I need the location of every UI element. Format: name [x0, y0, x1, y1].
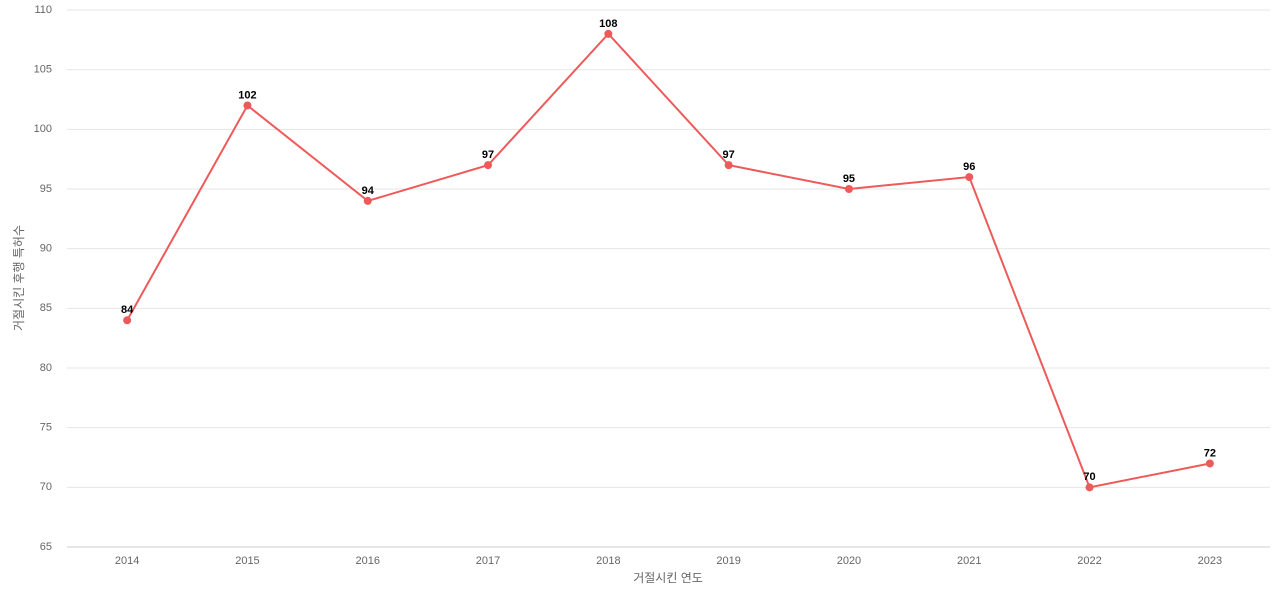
value-label: 96 — [963, 161, 975, 173]
y-tick-label: 110 — [34, 4, 52, 16]
point — [484, 161, 493, 170]
x-tick-label: 2018 — [596, 555, 620, 567]
x-tick-label: 2015 — [235, 555, 259, 567]
x-tick-label: 2023 — [1198, 555, 1222, 567]
y-tick-label: 95 — [40, 183, 52, 195]
point — [123, 316, 132, 325]
point — [965, 173, 974, 182]
value-label: 95 — [843, 173, 855, 185]
x-tick-label: 2016 — [356, 555, 380, 567]
y-tick-label: 75 — [40, 422, 52, 434]
point — [1205, 459, 1214, 468]
y-tick-label: 70 — [40, 481, 52, 493]
x-tick-label: 2022 — [1077, 555, 1101, 567]
value-label: 70 — [1083, 471, 1095, 483]
point — [844, 185, 853, 193]
line — [126, 32, 1211, 489]
point — [1085, 483, 1094, 492]
y-tick-label: 80 — [40, 362, 52, 374]
y-axis-label: 거절시킨 후행 특허수 — [11, 225, 26, 331]
point — [604, 29, 613, 38]
x-tick-label: 2020 — [837, 555, 861, 567]
value-label: 72 — [1204, 447, 1216, 459]
value-label: 94 — [362, 185, 375, 197]
x-tick-label: 2017 — [476, 555, 500, 567]
value-label: 97 — [482, 149, 494, 161]
point — [724, 161, 733, 170]
point — [243, 101, 252, 110]
value-label: 108 — [599, 18, 617, 30]
y-tick-label: 100 — [34, 123, 52, 135]
point — [363, 196, 372, 205]
x-tick-label: 2021 — [957, 555, 981, 567]
y-tick-label: 90 — [40, 243, 52, 255]
y-tick-label: 85 — [40, 302, 52, 314]
value-label: 102 — [238, 89, 256, 101]
x-axis-label: 거절시킨 연도 — [633, 571, 703, 585]
x-tick-label: 2014 — [115, 555, 139, 567]
y-tick-label: 65 — [40, 541, 52, 553]
y-tick-label: 105 — [34, 64, 52, 76]
x-tick-label: 2019 — [716, 555, 740, 567]
value-label: 84 — [121, 304, 134, 316]
value-label: 97 — [723, 149, 735, 161]
